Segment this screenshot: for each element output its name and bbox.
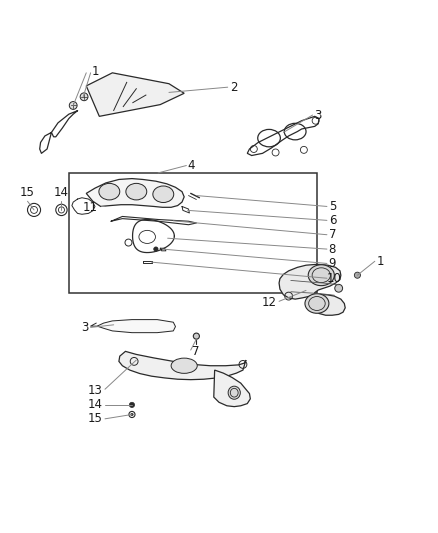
Polygon shape	[279, 264, 345, 315]
Text: 15: 15	[88, 413, 102, 425]
Text: 2: 2	[230, 80, 237, 94]
Circle shape	[129, 402, 134, 408]
Polygon shape	[86, 179, 184, 207]
Text: 8: 8	[328, 243, 336, 256]
Text: 7: 7	[192, 345, 200, 358]
Text: 11: 11	[83, 201, 98, 214]
Circle shape	[354, 272, 360, 278]
Text: 3: 3	[81, 321, 88, 334]
Text: 14: 14	[54, 187, 69, 199]
Text: 1: 1	[377, 255, 384, 268]
Text: 13: 13	[88, 384, 102, 397]
Circle shape	[69, 102, 77, 109]
Text: 1: 1	[92, 65, 99, 78]
Text: 14: 14	[87, 398, 102, 411]
Ellipse shape	[99, 183, 120, 200]
Circle shape	[154, 247, 158, 251]
Polygon shape	[119, 351, 246, 379]
Circle shape	[131, 413, 133, 416]
Text: 3: 3	[314, 109, 321, 122]
Bar	[69, 173, 317, 293]
Polygon shape	[247, 116, 319, 156]
Text: 10: 10	[327, 272, 342, 285]
Ellipse shape	[305, 294, 329, 313]
Text: 6: 6	[328, 214, 336, 227]
Text: 5: 5	[328, 200, 336, 213]
Polygon shape	[97, 320, 176, 333]
Text: 4: 4	[187, 159, 195, 172]
Ellipse shape	[153, 186, 174, 203]
Polygon shape	[214, 370, 251, 407]
Circle shape	[335, 284, 343, 292]
Ellipse shape	[308, 265, 334, 286]
Text: 15: 15	[19, 186, 34, 199]
Polygon shape	[86, 73, 184, 116]
Text: 7: 7	[328, 228, 336, 241]
Ellipse shape	[126, 183, 147, 200]
Circle shape	[80, 93, 88, 101]
Text: 12: 12	[261, 296, 276, 309]
Ellipse shape	[171, 358, 197, 373]
Ellipse shape	[228, 386, 240, 399]
Circle shape	[193, 333, 199, 339]
Text: 9: 9	[328, 257, 336, 270]
